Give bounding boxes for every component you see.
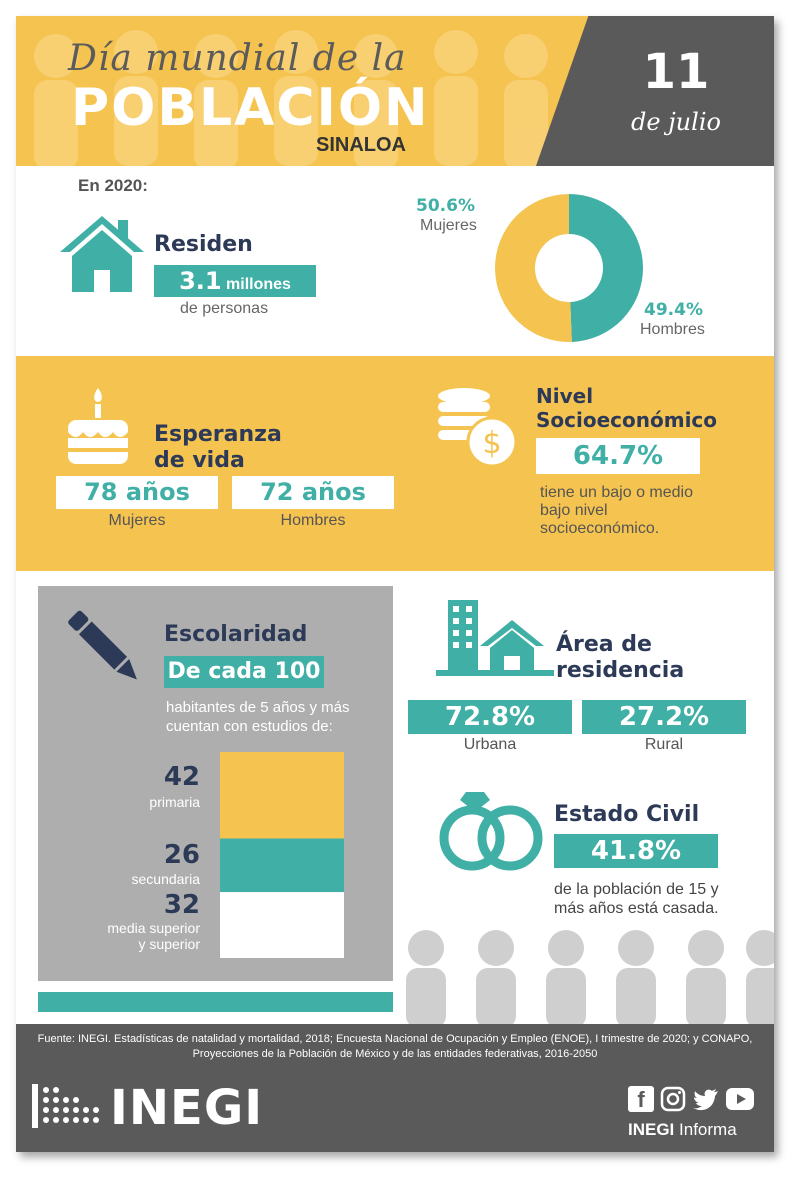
secundaria-label: secundaria bbox=[131, 871, 201, 887]
civil-desc-2: más años está casada. bbox=[554, 900, 719, 917]
civil-desc: de la población de 15 y más años está ca… bbox=[554, 880, 719, 918]
media-label-1: media superior bbox=[107, 920, 200, 936]
urban-label: Urbana bbox=[463, 736, 517, 753]
gender-donut-chart bbox=[495, 194, 644, 342]
rural-value: 27.2% bbox=[582, 700, 746, 734]
civil-desc-1: de la población de 15 y bbox=[554, 881, 719, 898]
socio-heading-2: Socioeconómico bbox=[536, 408, 718, 432]
svg-text:$: $ bbox=[482, 426, 501, 461]
header-banner: Día mundial de la POBLACIÓN SINALOA 11 d… bbox=[16, 16, 774, 166]
civil-value: 41.8% bbox=[554, 834, 718, 868]
bar-primaria bbox=[220, 752, 344, 839]
month-label: de julio bbox=[631, 108, 721, 136]
media-label-2: y superior bbox=[138, 936, 200, 952]
birthday-cake-icon bbox=[68, 388, 128, 464]
year-label: En 2020: bbox=[78, 176, 148, 195]
schooling-desc-1: habitantes de 5 años y más bbox=[166, 699, 350, 716]
residents-box: 3.1 millones bbox=[154, 265, 316, 297]
men-pct: 49.4% bbox=[644, 300, 703, 320]
facebook-icon[interactable]: f bbox=[628, 1086, 654, 1112]
media-label: media superior y superior bbox=[66, 920, 200, 952]
socio-value: 64.7% bbox=[536, 438, 700, 474]
civil-heading: Estado Civil bbox=[554, 802, 700, 827]
bar-secundaria bbox=[220, 838, 344, 893]
life-heading: Esperanza de vida bbox=[154, 422, 282, 474]
schooling-stacked-bar bbox=[220, 752, 344, 958]
title-main: POBLACIÓN bbox=[71, 78, 430, 138]
life-women-label: Mujeres bbox=[108, 512, 166, 529]
schooling-heading: Escolaridad bbox=[164, 622, 308, 647]
pencil-icon bbox=[68, 610, 137, 680]
instagram-icon[interactable] bbox=[660, 1086, 686, 1112]
life-heading-1: Esperanza bbox=[154, 422, 282, 447]
socio-desc: tiene un bajo o medio bajo nivel socioec… bbox=[540, 484, 693, 538]
informa-text: Informa bbox=[679, 1120, 737, 1139]
women-label: Mujeres bbox=[420, 217, 477, 234]
residence-heading: Área de residencia bbox=[556, 632, 684, 684]
residents-number: 3.1 bbox=[179, 267, 222, 295]
urban-value: 72.8% bbox=[408, 700, 572, 734]
twitter-icon[interactable] bbox=[692, 1086, 720, 1112]
infographic: Día mundial de la POBLACIÓN SINALOA 11 d… bbox=[16, 16, 774, 1152]
title-script: Día mundial de la bbox=[68, 38, 407, 79]
house-icon bbox=[60, 216, 144, 292]
life-women-value: 78 años bbox=[56, 476, 218, 509]
socio-desc-1: tiene un bajo o medio bbox=[540, 484, 693, 501]
life-men-value: 72 años bbox=[232, 476, 394, 509]
residents-sub: de personas bbox=[180, 300, 269, 317]
men-label: Hombres bbox=[640, 321, 705, 338]
state-label: SINALOA bbox=[316, 134, 406, 156]
socio-desc-3: socioeconómico. bbox=[540, 520, 660, 537]
source-line-1: Fuente: INEGI. Estadísticas de natalidad… bbox=[37, 1033, 753, 1045]
social-icons: f bbox=[628, 1086, 758, 1116]
media-value: 32 bbox=[163, 890, 200, 920]
inegi-logo-text: INEGI bbox=[110, 1080, 264, 1136]
inegi-logo-icon bbox=[32, 1084, 99, 1128]
primaria-label: primaria bbox=[149, 794, 200, 810]
socio-heading-1: Nivel bbox=[536, 384, 594, 408]
residents-unit: millones bbox=[226, 276, 291, 293]
bar-media-superior bbox=[220, 892, 344, 958]
rural-label: Rural bbox=[644, 736, 684, 753]
schooling-bottom-bar bbox=[38, 992, 393, 1012]
socio-desc-2: bajo nivel bbox=[540, 502, 608, 519]
people-silhouettes-graphic bbox=[34, 30, 548, 166]
life-heading-2: de vida bbox=[154, 448, 245, 473]
residents-heading: Residen bbox=[154, 232, 253, 257]
schooling-desc-2: cuentan con estudios de: bbox=[166, 718, 333, 735]
donut-slice-men bbox=[569, 194, 644, 342]
inegi-informa: INEGI Informa bbox=[628, 1120, 737, 1140]
donut-slice-women bbox=[495, 194, 572, 342]
socio-heading: Nivel Socioeconómico bbox=[536, 384, 717, 432]
life-men-label: Hombres bbox=[280, 512, 346, 529]
residence-heading-1: Área de bbox=[556, 632, 652, 657]
youtube-icon[interactable] bbox=[726, 1088, 754, 1110]
city-house-icon bbox=[436, 600, 554, 676]
day-number: 11 bbox=[642, 44, 710, 100]
people-silhouettes-bottom bbox=[406, 930, 774, 1026]
residence-heading-2: residencia bbox=[556, 658, 685, 683]
schooling-highlight: De cada 100 bbox=[164, 656, 324, 688]
women-pct: 50.6% bbox=[416, 196, 475, 216]
schooling-desc: habitantes de 5 años y más cuentan con e… bbox=[166, 698, 349, 736]
primaria-value: 42 bbox=[163, 762, 200, 792]
source-text: Fuente: INEGI. Estadísticas de natalidad… bbox=[28, 1032, 762, 1062]
wedding-rings-icon bbox=[439, 792, 543, 871]
secundaria-value: 26 bbox=[163, 840, 200, 870]
coins-dollar-icon: $ bbox=[438, 388, 518, 468]
informa-bold: INEGI bbox=[628, 1120, 675, 1139]
source-line-2: Proyecciones de la Población de México y… bbox=[192, 1048, 598, 1060]
